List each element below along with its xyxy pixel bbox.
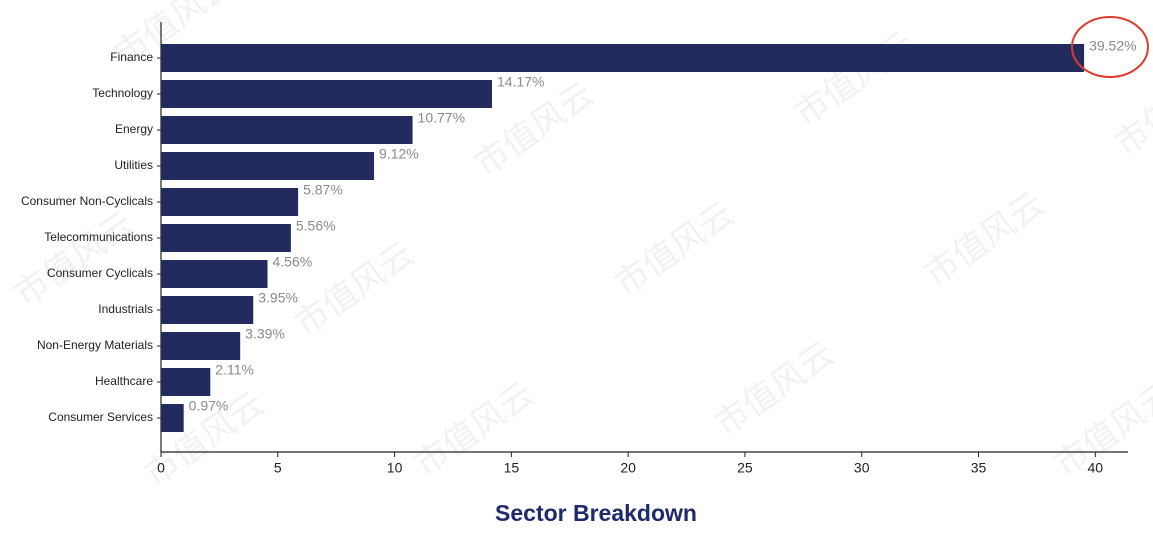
watermark: 市值风云 xyxy=(788,25,921,134)
y-tick-label: Non-Energy Materials xyxy=(37,338,153,352)
bar xyxy=(161,224,291,252)
y-tick-label: Utilities xyxy=(114,158,153,172)
x-tick-label: 30 xyxy=(854,460,870,476)
watermark: 市值风云 xyxy=(918,185,1051,294)
value-label: 9.12% xyxy=(379,146,419,162)
bar xyxy=(161,116,413,144)
x-tick-label: 40 xyxy=(1088,460,1104,476)
bar xyxy=(161,260,268,288)
value-label: 2.11% xyxy=(215,362,254,378)
y-tick-label: Consumer Services xyxy=(48,410,153,424)
value-label: 14.17% xyxy=(497,74,544,90)
y-tick-label: Telecommunications xyxy=(44,230,153,244)
y-tick-label: Finance xyxy=(110,50,153,64)
value-label: 39.52% xyxy=(1089,38,1136,54)
watermark: 市值风云 xyxy=(1108,55,1153,164)
x-tick-label: 15 xyxy=(504,460,520,476)
x-tick-label: 25 xyxy=(737,460,753,476)
value-label: 0.97% xyxy=(189,398,229,414)
value-label: 5.87% xyxy=(303,182,343,198)
y-tick-label: Consumer Cyclicals xyxy=(47,266,153,280)
x-tick-label: 10 xyxy=(387,460,403,476)
highlight-circle xyxy=(1071,16,1149,78)
bar xyxy=(161,152,375,180)
bar xyxy=(161,404,184,432)
bar xyxy=(161,80,492,108)
watermark: 市值风云 xyxy=(8,205,141,314)
watermark: 市值风云 xyxy=(408,375,541,484)
value-label: 3.95% xyxy=(258,290,298,306)
bar xyxy=(161,188,299,216)
y-tick-label: Industrials xyxy=(98,302,153,316)
watermark: 市值风云 xyxy=(708,335,841,444)
bar xyxy=(161,296,254,324)
bar xyxy=(161,44,1085,72)
y-tick-label: Consumer Non-Cyclicals xyxy=(21,194,153,208)
y-tick-label: Technology xyxy=(92,86,153,100)
value-label: 4.56% xyxy=(273,254,313,270)
x-tick-label: 35 xyxy=(971,460,987,476)
y-tick-label: Energy xyxy=(115,122,153,136)
x-tick-label: 20 xyxy=(620,460,636,476)
watermark: 市值风云 xyxy=(608,195,741,304)
y-tick-label: Healthcare xyxy=(95,374,153,388)
value-label: 5.56% xyxy=(296,218,336,234)
x-tick-label: 5 xyxy=(274,460,282,476)
x-tick-label: 0 xyxy=(157,460,165,476)
chart-title: Sector Breakdown xyxy=(495,500,697,526)
value-label: 10.77% xyxy=(418,110,465,126)
bar xyxy=(161,332,241,360)
bar xyxy=(161,368,211,396)
value-label: 3.39% xyxy=(245,326,285,342)
watermark: 市值风云 xyxy=(288,235,421,344)
